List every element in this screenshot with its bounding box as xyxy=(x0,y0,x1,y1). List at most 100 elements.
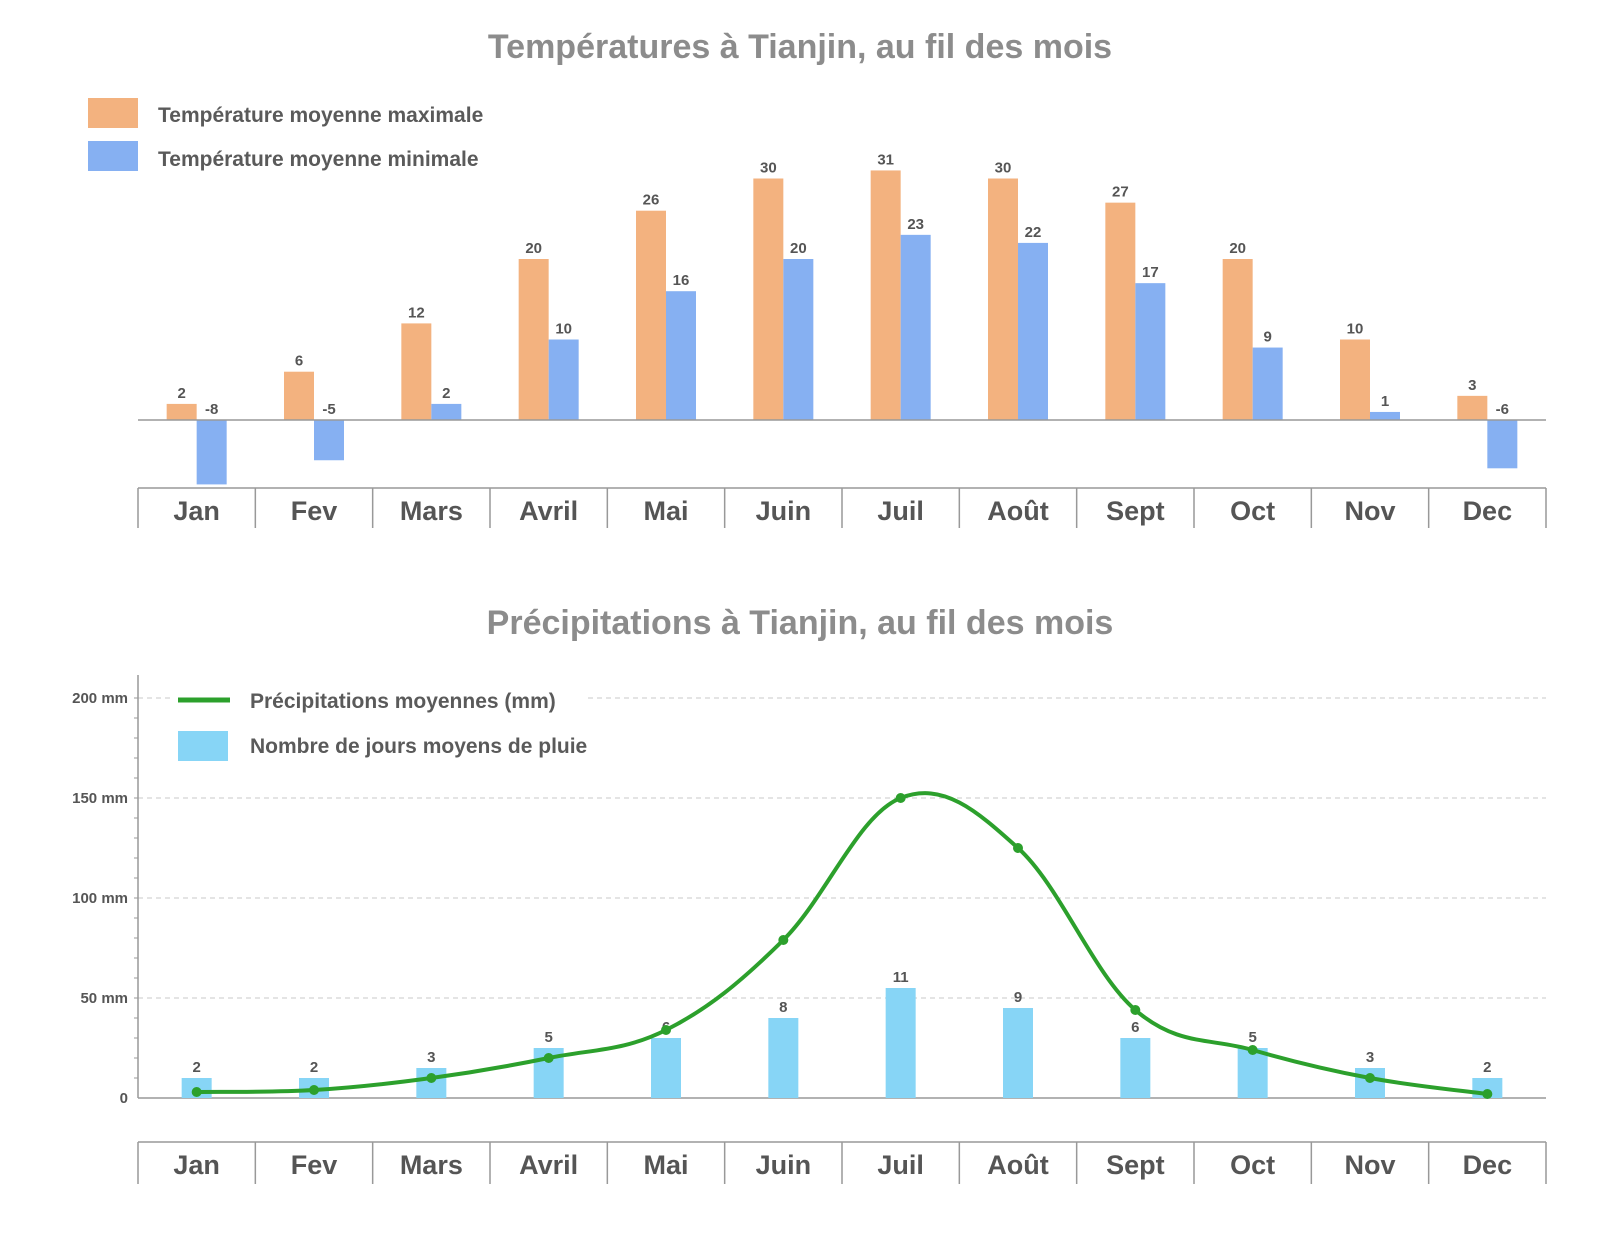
precip-point-nov xyxy=(1365,1073,1375,1083)
min-temp-bar-juil xyxy=(900,234,931,420)
max-temp-label-oct: 20 xyxy=(1229,240,1246,257)
min-temp-label-avril: 10 xyxy=(555,321,572,338)
max-temp-bar-juin xyxy=(753,178,784,420)
precip-month-label-jan: Jan xyxy=(173,1150,220,1180)
precip-month-label-nov: Nov xyxy=(1344,1150,1395,1180)
precip-month-label-mai: Mai xyxy=(643,1150,688,1180)
max-temp-bar-oct xyxy=(1222,259,1253,420)
temperature-bars: 2 -8 6 -5 12 2 20 10 26 16 30 20 31 23 30 22 27 17 20 9 10 1 3… xyxy=(166,151,1518,485)
max-temp-bar-nov xyxy=(1340,339,1370,420)
legend-background xyxy=(174,692,586,726)
max-temp-bar-aout xyxy=(988,178,1018,420)
precipitation-month-axis: Jan Fev Mars Avril Mai Juin Juil Août Sept Oct Nov… xyxy=(137,1141,1547,1184)
rain-days-label-aout: 9 xyxy=(1014,989,1022,1006)
rain-days-label-juil: 11 xyxy=(893,969,909,986)
temp-month-label-sept: Sept xyxy=(1106,496,1165,526)
legend-swatch-rain-days xyxy=(178,731,228,761)
max-temp-label-nov: 10 xyxy=(1347,321,1364,338)
temperature-legend: Température moyenne maximale Température… xyxy=(88,98,483,171)
legend-swatch-max-temp xyxy=(88,98,138,128)
max-temp-bar-fev xyxy=(284,371,314,420)
precip-month-label-juil: Juil xyxy=(877,1150,924,1180)
rain-days-bar-juil xyxy=(885,988,916,1098)
precip-month-label-dec: Dec xyxy=(1463,1150,1513,1180)
precipitation-line-series xyxy=(191,791,1493,1099)
precip-point-fev xyxy=(309,1085,319,1095)
legend-label-max-temp: Température moyenne maximale xyxy=(158,104,483,127)
rain-days-bar-juin xyxy=(768,1018,799,1098)
rain-days-label-sept: 6 xyxy=(1131,1019,1139,1036)
temp-month-label-fev: Fev xyxy=(291,496,338,526)
min-temp-bar-fev xyxy=(314,420,344,461)
precip-point-jan xyxy=(191,1087,202,1097)
max-temp-label-jan: 2 xyxy=(177,385,185,402)
min-temp-label-fev: -5 xyxy=(322,401,335,418)
temp-month-label-mai: Mai xyxy=(643,496,688,526)
precip-point-aout xyxy=(1013,843,1023,853)
temp-month-label-juil: Juil xyxy=(877,496,924,526)
max-temp-bar-dec xyxy=(1457,395,1488,420)
min-temp-bar-aout xyxy=(1018,242,1048,420)
temp-month-label-nov: Nov xyxy=(1344,496,1395,526)
min-temp-label-dec: -6 xyxy=(1496,401,1509,418)
min-temp-bar-avril xyxy=(548,339,579,420)
temp-month-label-juin: Juin xyxy=(756,496,812,526)
min-temp-bar-oct xyxy=(1252,347,1283,420)
min-temp-bar-dec xyxy=(1487,420,1518,469)
max-temp-label-juil: 31 xyxy=(877,151,894,168)
rain-days-label-jan: 2 xyxy=(192,1059,200,1076)
precip-point-dec xyxy=(1482,1089,1493,1099)
precip-line xyxy=(196,791,1488,1096)
max-temp-label-sept: 27 xyxy=(1112,184,1129,201)
temp-month-label-avril: Avril xyxy=(519,496,578,526)
precipitation-chart: Précipitations à Tianjin, au fil des moi… xyxy=(72,604,1547,1184)
min-temp-bar-mars xyxy=(431,403,462,420)
legend-label-min-temp: Température moyenne minimale xyxy=(158,148,479,171)
max-temp-bar-jan xyxy=(166,403,197,420)
precip-month-label-oct: Oct xyxy=(1230,1150,1275,1180)
legend-swatch-min-temp xyxy=(88,141,138,171)
precip-point-mai xyxy=(661,1025,671,1035)
rain-days-bar-aout xyxy=(1003,1008,1033,1098)
precip-month-label-mars: Mars xyxy=(400,1150,463,1180)
precip-y-tick-label: 50 mm xyxy=(80,990,128,1007)
precipitation-y-axis: 0 50 mm 100 mm 150 mm 200 mm xyxy=(72,675,1546,1107)
max-temp-bar-juil xyxy=(870,170,901,420)
temperature-chart-title: Températures à Tianjin, au fil des mois xyxy=(488,28,1112,66)
max-temp-label-aout: 30 xyxy=(995,160,1012,177)
precip-point-juin xyxy=(778,935,789,945)
precip-month-label-avril: Avril xyxy=(519,1150,578,1180)
min-temp-label-aout: 22 xyxy=(1025,224,1042,241)
min-temp-label-mai: 16 xyxy=(673,272,690,289)
temp-month-label-mars: Mars xyxy=(400,496,463,526)
min-temp-label-jan: -8 xyxy=(205,401,218,418)
rain-days-label-mars: 3 xyxy=(427,1049,435,1066)
max-temp-label-dec: 3 xyxy=(1468,377,1476,394)
rain-days-label-dec: 2 xyxy=(1483,1059,1491,1076)
precip-month-label-aout: Août xyxy=(987,1150,1048,1180)
precipitation-chart-title: Précipitations à Tianjin, au fil des moi… xyxy=(487,604,1114,642)
min-temp-label-nov: 1 xyxy=(1381,393,1389,410)
max-temp-bar-sept xyxy=(1105,202,1136,420)
precip-month-label-fev: Fev xyxy=(291,1150,338,1180)
precip-y-tick-label: 200 mm xyxy=(72,690,128,707)
precip-point-avril xyxy=(543,1053,554,1063)
min-temp-bar-juin xyxy=(783,259,814,420)
min-temp-label-juin: 20 xyxy=(790,240,807,257)
rain-days-bars: 2235681196532 xyxy=(181,969,1503,1098)
precip-y-tick-label: 0 xyxy=(120,1090,128,1107)
rain-days-bar-mai xyxy=(651,1038,681,1098)
min-temp-bar-sept xyxy=(1135,283,1166,420)
max-temp-label-juin: 30 xyxy=(760,160,777,177)
max-temp-bar-mai xyxy=(636,210,666,420)
temperature-chart: Températures à Tianjin, au fil des mois … xyxy=(88,28,1547,528)
legend-label-rain-days: Nombre de jours moyens de pluie xyxy=(250,735,587,758)
max-temp-bar-mars xyxy=(401,323,432,420)
temp-month-label-aout: Août xyxy=(987,496,1048,526)
precip-y-tick-label: 100 mm xyxy=(72,890,128,907)
rain-days-label-avril: 5 xyxy=(544,1029,552,1046)
min-temp-label-juil: 23 xyxy=(907,216,924,233)
max-temp-bar-avril xyxy=(518,259,549,420)
min-temp-bar-jan xyxy=(196,420,227,485)
